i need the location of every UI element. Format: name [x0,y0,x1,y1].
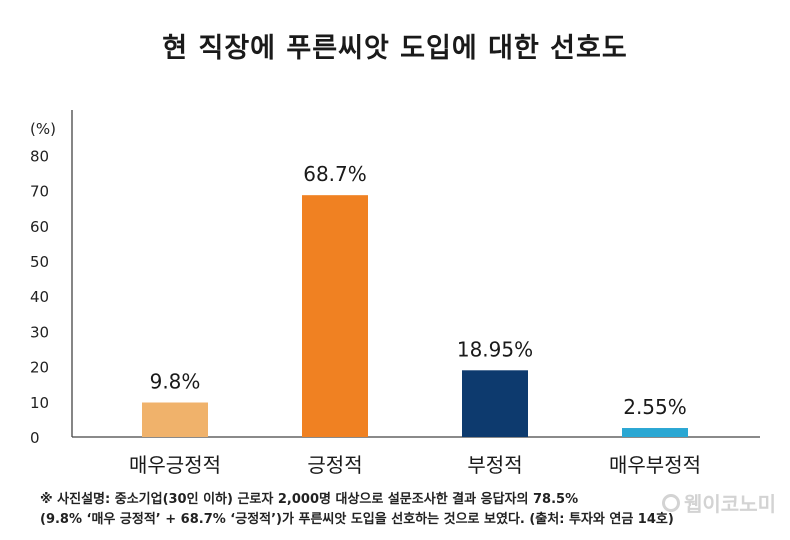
y-tick-label: 10 [30,394,49,412]
bar [302,195,368,437]
data-label: 9.8% [150,370,201,394]
watermark-logo: 웹이코노미 [662,488,776,517]
watermark-icon [662,493,680,512]
y-axis-unit-label: (%) [30,120,56,138]
data-label: 2.55% [623,395,687,419]
bar [142,402,208,437]
x-tick-label: 매우부정적 [609,453,701,477]
footnote: ※ 사진설명: 중소기업(30인 이하) 근로자 2,000명 대상으로 설문조… [40,490,780,530]
bars [142,195,688,437]
chart-title: 현 직장에 푸른씨앗 도입에 대한 선호도 [162,33,628,64]
watermark-text: 웹이코노미 [684,492,776,516]
y-tick-label: 70 [30,183,49,201]
footnote-line-1: ※ 사진설명: 중소기업(30인 이하) 근로자 2,000명 대상으로 설문조… [40,492,579,507]
value-labels: 9.8% 68.7% 18.95% 2.55% [150,162,687,419]
y-tick-label: 50 [30,253,49,271]
x-tick-label: 매우긍정적 [129,453,221,477]
y-tick-label: 0 [30,429,40,447]
data-label: 68.7% [303,162,367,186]
data-label: 18.95% [457,337,533,361]
bar [462,370,528,437]
y-tick-label: 40 [30,288,49,306]
y-tick-label: 20 [30,359,49,377]
y-tick-label: 60 [30,218,49,236]
y-tick-label: 80 [30,147,49,165]
x-tick-label: 부정적 [467,453,522,477]
x-axis: 매우긍정적 긍정적 부정적 매우부정적 [129,453,701,477]
bar-chart: (%) 0 10 20 30 40 50 60 70 80 9.8% 68.7% 18.95% 2.55… [30,110,760,477]
footnote-line-2: (9.8% ‘매우 긍정적’ + 68.7% ‘긍정적’)가 푸른씨앗 도입을 … [40,512,674,527]
x-tick-label: 긍정적 [307,453,362,477]
y-tick-label: 30 [30,323,49,341]
y-axis: (%) 0 10 20 30 40 50 60 70 80 [30,110,760,447]
bar [622,428,688,437]
